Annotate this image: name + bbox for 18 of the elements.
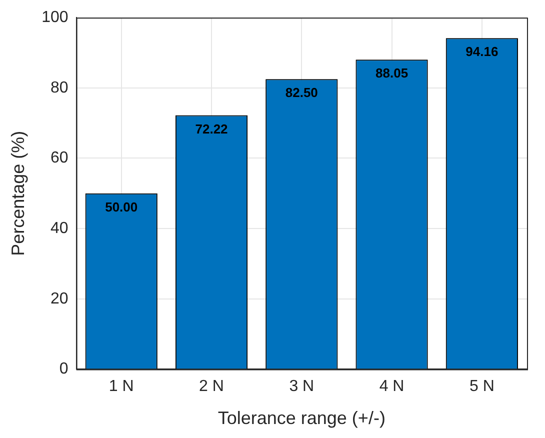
- x-tick-label: 1 N: [108, 378, 134, 396]
- data-label: 72.22: [195, 121, 228, 136]
- y-tick-label: 0: [59, 360, 68, 378]
- data-label: 82.50: [285, 85, 318, 100]
- x-tick-label: 5 N: [469, 378, 494, 396]
- y-axis-title: Percentage (%): [8, 130, 28, 256]
- data-label: 50.00: [105, 199, 138, 214]
- y-tick-label: 60: [50, 150, 68, 167]
- y-tick-label: 100: [42, 9, 68, 26]
- x-tick-label: 2 N: [199, 378, 224, 396]
- data-label: 88.05: [376, 66, 408, 81]
- y-tick-label: 40: [50, 220, 68, 237]
- x-tick-label: 4 N: [379, 378, 404, 396]
- y-tick-label: 80: [50, 79, 68, 96]
- x-axis-title: Tolerance range (+/-): [218, 408, 386, 428]
- x-tick-label: 3 N: [289, 378, 314, 396]
- data-label: 94.16: [466, 44, 498, 60]
- y-tick-label: 20: [50, 290, 68, 308]
